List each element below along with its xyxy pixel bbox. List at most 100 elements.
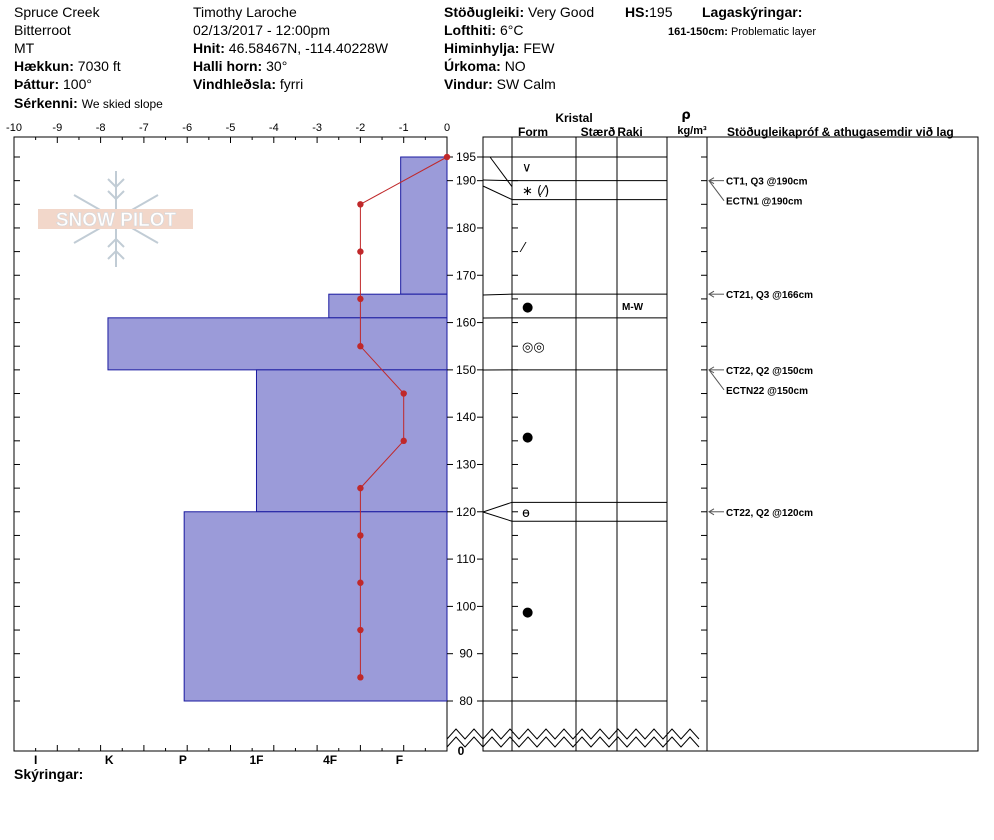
temp-tick-label: -7 <box>139 122 149 134</box>
air-temp: Lofthiti: 6°C <box>444 22 523 38</box>
observer: Timothy Laroche <box>193 4 297 20</box>
height-tick-label: 120 <box>456 505 476 519</box>
wind-loading-value: fyrri <box>279 76 304 92</box>
sky-value: FEW <box>523 40 555 56</box>
wind-value: SW Calm <box>496 76 556 92</box>
axis-break <box>446 728 700 740</box>
temperature-point <box>357 579 364 586</box>
crystal-heading: Kristal <box>555 111 592 125</box>
elevation: Hækkun: 7030 ft <box>14 58 121 74</box>
air-temp-value: 6°C <box>499 22 524 38</box>
hardness-layer <box>107 317 448 371</box>
features-value: We skied slope <box>81 97 163 111</box>
temperature-point <box>357 532 364 539</box>
temperature-point <box>357 626 364 634</box>
aspect-label: Þáttur: <box>14 76 60 92</box>
hardness-label: F <box>396 753 403 767</box>
layer-connector <box>482 511 513 522</box>
hardness-label: P <box>179 753 187 767</box>
crystal-form-symbol: ◎◎ <box>522 340 545 355</box>
test-arrow-head <box>708 508 715 516</box>
air-temp-label: Lofthiti: <box>444 22 497 38</box>
moisture-value: M-W <box>622 302 644 313</box>
hardness-layer <box>400 156 448 295</box>
test-arrow-line <box>708 369 725 391</box>
slope-label: Halli horn: <box>193 58 263 74</box>
temperature-point <box>357 484 364 492</box>
density-unit-heading: kg/m³ <box>677 125 707 137</box>
temp-tick-label: -5 <box>226 122 236 134</box>
logo-text: SNOW PILOT <box>56 210 177 231</box>
temp-tick-label: -4 <box>269 122 279 134</box>
height-tick-label: 150 <box>456 363 476 377</box>
temperature-point <box>357 201 364 208</box>
hardness-layer <box>183 511 448 702</box>
hardness-axis: I K P 1F 4F F <box>34 753 403 767</box>
slope-angle: Halli horn: 30° <box>193 58 287 74</box>
temperature-axis: -10 -9 -8 -7 -6 -5 -4 -3 -2 -1 0 <box>6 122 450 751</box>
datetime: 02/13/2017 - 12:00pm <box>193 22 330 38</box>
layer-note: 161-150cm: Problematic layer <box>668 24 816 40</box>
aspect: Þáttur: 100° <box>14 76 92 92</box>
layer-note-text: Problematic layer <box>731 26 816 38</box>
crystal-form-symbol: ⁄ <box>519 241 527 256</box>
temperature-point <box>357 674 364 681</box>
wind-loading: Vindhleðsla: fyrri <box>193 76 303 92</box>
range: Bitterroot <box>14 22 71 38</box>
height-tick-label: 100 <box>456 599 476 613</box>
temperature-line <box>359 156 448 678</box>
temp-tick-label: -3 <box>312 122 322 134</box>
test-result: CT21, Q3 @166cm <box>726 290 813 301</box>
location: Spruce Creek <box>14 4 100 20</box>
hardness-layer <box>255 369 448 513</box>
temp-tick-label: 0 <box>444 122 450 134</box>
moisture-values: M-W <box>622 302 644 313</box>
coordinates: Hnit: 46.58467N, -114.40228W <box>193 40 388 56</box>
layer-boundaries <box>482 156 667 702</box>
snow-height: HS:195 <box>625 4 672 20</box>
test-arrow-line <box>708 180 725 201</box>
stability: Stöðugleiki: Very Good <box>444 4 594 20</box>
precip-label: Úrkoma: <box>444 58 501 74</box>
crystal-form-symbol: ● <box>522 605 533 620</box>
elevation-value: 7030 ft <box>77 58 121 74</box>
features-label: Sérkenni: <box>14 95 78 111</box>
temp-tick-label: -2 <box>356 122 366 134</box>
temp-tick-label: -8 <box>96 122 106 134</box>
sky-label: Himinhylja: <box>444 40 520 56</box>
layer-connector <box>482 185 513 201</box>
height-zero-label: 0 <box>458 744 465 758</box>
sky-cover: Himinhylja: FEW <box>444 40 554 56</box>
layer-note-range: 161-150cm: <box>668 26 728 38</box>
precipitation: Úrkoma: NO <box>444 58 526 74</box>
wind-label: Vindur: <box>444 76 493 92</box>
height-tick-label: 170 <box>456 268 476 282</box>
elevation-label: Hækkun: <box>14 58 74 74</box>
hs-value: 195 <box>649 4 673 20</box>
form-heading: Form <box>518 125 548 139</box>
state: MT <box>14 40 35 56</box>
rho-heading: ρ <box>681 108 690 123</box>
coords-value: 46.58467N, -114.40228W <box>228 40 389 56</box>
hardness-label: 4F <box>323 753 337 767</box>
temperature-point <box>443 153 451 161</box>
test-result: CT22, Q2 @120cm <box>726 508 813 519</box>
temperature-point <box>357 295 364 303</box>
slope-value: 30° <box>266 58 288 74</box>
height-tick-label: 130 <box>456 457 476 471</box>
hs-label: HS: <box>625 4 650 20</box>
snowpilot-logo: SNOW PILOT <box>38 171 193 267</box>
test-arrow-head <box>708 290 715 298</box>
wind-loading-label: Vindhleðsla: <box>193 76 276 92</box>
crystal-form-symbol: ● <box>522 300 533 315</box>
temperature-profile <box>357 153 451 681</box>
temp-tick-label: -9 <box>52 122 62 134</box>
features: Sérkenni: We skied slope <box>14 95 163 112</box>
temp-tick-label: -10 <box>6 122 22 134</box>
tests-heading: Stöðugleikapróf & athugasemdir við lag <box>727 125 954 139</box>
hardness-label: 1F <box>249 753 263 767</box>
hardness-layer <box>328 293 448 319</box>
height-tick-label: 190 <box>456 174 476 188</box>
size-heading: Stærð <box>581 125 616 139</box>
